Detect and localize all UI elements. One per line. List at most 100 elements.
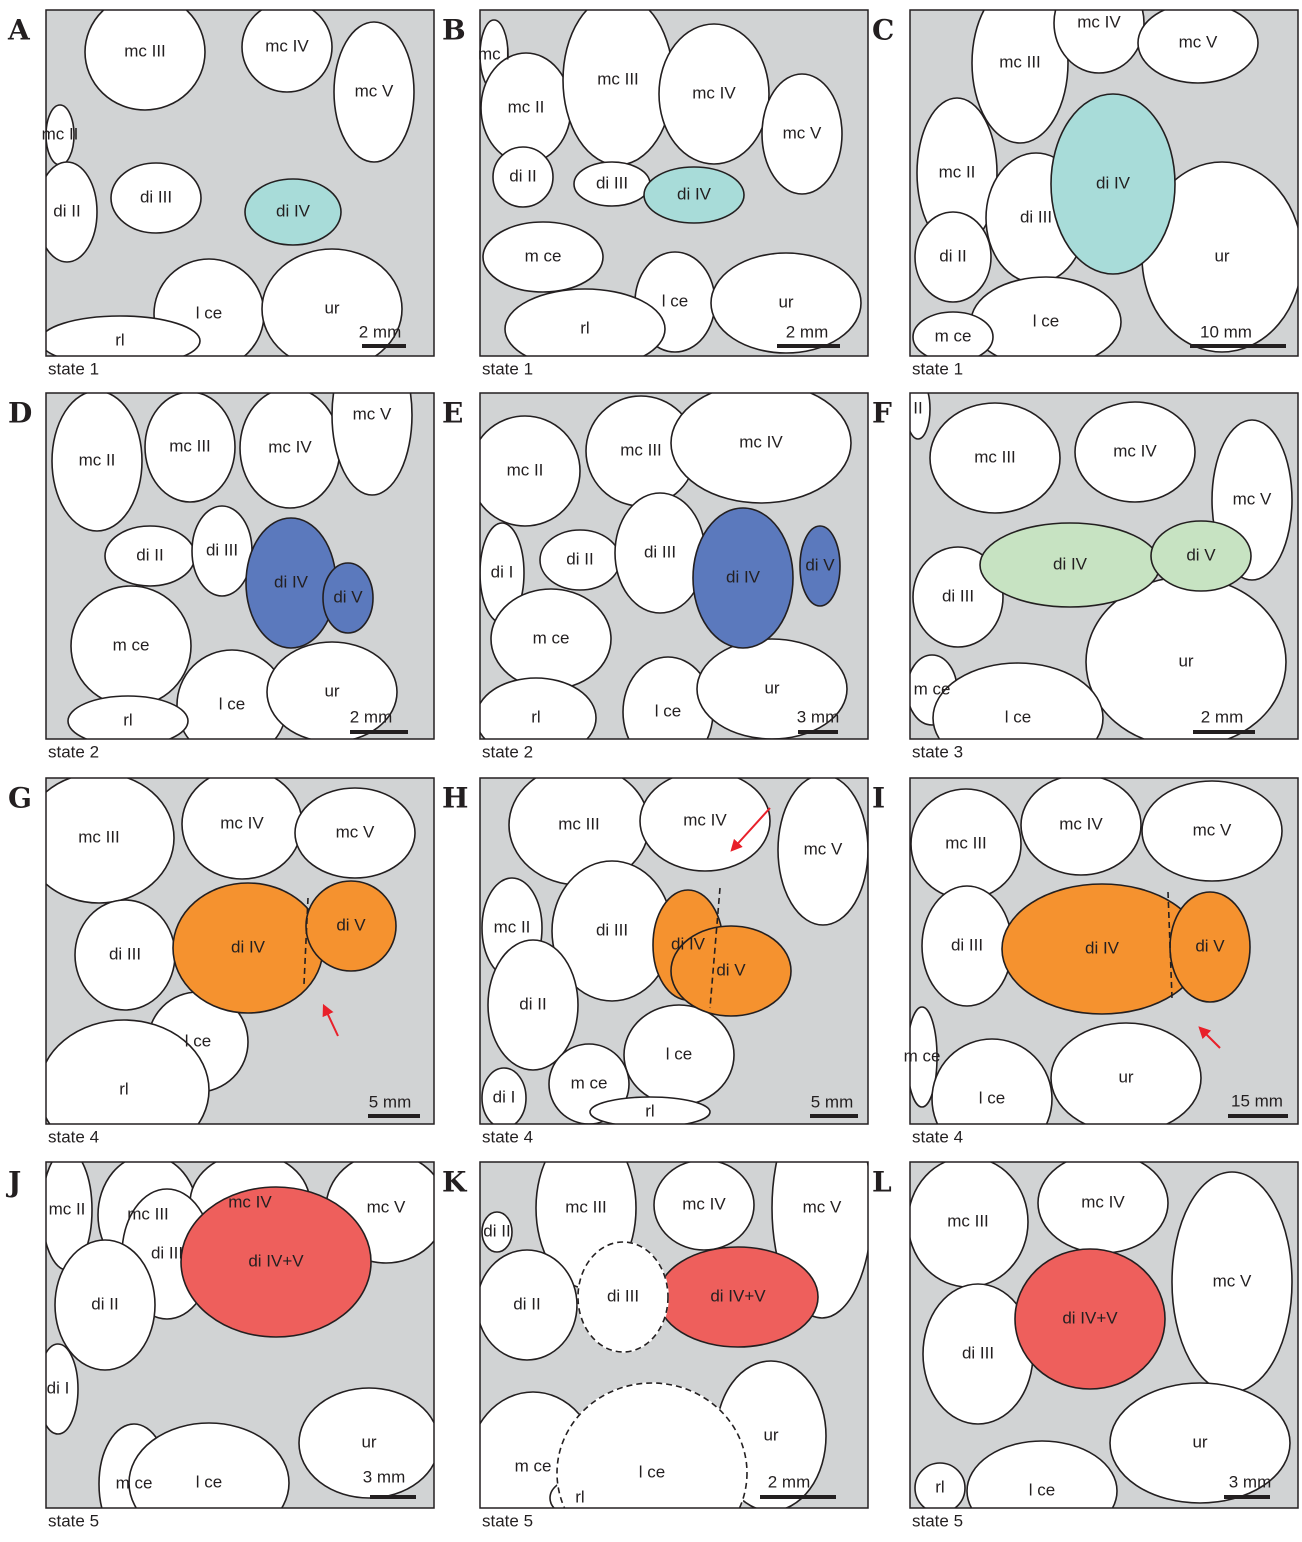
bone-label: mc IV bbox=[228, 1192, 272, 1211]
bone bbox=[46, 1343, 79, 1435]
scale-label: 2 mm bbox=[350, 707, 393, 726]
bone bbox=[480, 415, 581, 527]
panel-letter: I bbox=[872, 782, 885, 815]
bone bbox=[322, 562, 374, 634]
panel: mc III mc IV mc V mc II di II di III di IV l ce… bbox=[42, 9, 435, 357]
bone bbox=[929, 402, 1061, 514]
bone-label: di III bbox=[951, 935, 983, 954]
bone bbox=[1050, 93, 1176, 275]
bone-label: di I bbox=[491, 562, 514, 581]
panel-content bbox=[46, 778, 434, 1124]
panel: mc III mc IV mc V di III di IV+V ur l ce rl 3 mm bbox=[909, 1161, 1299, 1509]
bone-label: rl bbox=[115, 330, 124, 349]
bone bbox=[912, 311, 994, 356]
panel-content bbox=[46, 10, 434, 356]
bone-label: mc V bbox=[1233, 489, 1272, 508]
state-label: state 3 bbox=[912, 742, 963, 761]
bone bbox=[966, 1440, 1118, 1508]
scale-label: 5 mm bbox=[369, 1092, 412, 1111]
bone bbox=[487, 939, 579, 1071]
bone-label: di II bbox=[939, 246, 966, 265]
bone-label: mc III bbox=[597, 69, 639, 88]
bone-label: l ce bbox=[1029, 1480, 1055, 1499]
bone bbox=[710, 252, 862, 354]
bone bbox=[128, 1422, 290, 1508]
bone-label: rl bbox=[645, 1101, 654, 1120]
bone-label: mc IV bbox=[268, 437, 312, 456]
bone-label: di IV bbox=[671, 934, 706, 953]
state-label: state 2 bbox=[482, 742, 533, 761]
scale-label: 3 mm bbox=[797, 707, 840, 726]
bone-label: mc III bbox=[78, 827, 120, 846]
scale-label: 2 mm bbox=[768, 1472, 811, 1491]
bone-label: m ce bbox=[515, 1456, 552, 1475]
bone bbox=[670, 393, 852, 504]
panel-content bbox=[46, 1162, 434, 1508]
bone bbox=[971, 10, 1069, 144]
panel-letter: E bbox=[442, 397, 463, 430]
scale-label: 5 mm bbox=[811, 1092, 854, 1111]
bone bbox=[266, 641, 398, 739]
bone bbox=[1014, 1248, 1166, 1390]
bone-label: di V bbox=[333, 587, 363, 606]
bone-label: ur bbox=[1192, 1432, 1207, 1451]
bone-label: mc III bbox=[124, 41, 166, 60]
bone bbox=[84, 10, 206, 111]
bone bbox=[1074, 401, 1196, 503]
bone-label: di IV bbox=[677, 184, 712, 203]
panel-letter: K bbox=[442, 1166, 468, 1199]
bone bbox=[1050, 1022, 1202, 1124]
bone-label: m ce bbox=[914, 679, 951, 698]
bone-outline bbox=[556, 1382, 748, 1508]
bone bbox=[46, 1019, 210, 1124]
bone-label: mc II bbox=[939, 162, 976, 181]
bone bbox=[1150, 520, 1252, 592]
panel-border bbox=[909, 9, 1299, 357]
bone-label: mc V bbox=[783, 123, 822, 142]
bone-label: di IV+V bbox=[710, 1286, 766, 1305]
panel-letter: L bbox=[872, 1166, 892, 1199]
bone-label: mc V bbox=[355, 81, 394, 100]
bone-label: l ce bbox=[639, 1462, 665, 1481]
bone-label: di I bbox=[47, 1378, 70, 1397]
bone bbox=[480, 677, 597, 739]
bone-label: mc V bbox=[1193, 820, 1232, 839]
bone-label: di IV bbox=[1085, 938, 1120, 957]
bone-label: mc IV bbox=[265, 36, 309, 55]
bone bbox=[294, 787, 416, 879]
bone-label: di V bbox=[1195, 936, 1225, 955]
bone-label: di II bbox=[91, 1294, 118, 1313]
scale-label: 2 mm bbox=[1201, 707, 1244, 726]
state-label: state 1 bbox=[482, 359, 533, 378]
bone bbox=[481, 1067, 527, 1124]
bone bbox=[932, 662, 1104, 739]
state-label: state 2 bbox=[48, 742, 99, 761]
bone-label: mc V bbox=[367, 1197, 406, 1216]
bone-outline bbox=[577, 1241, 669, 1353]
bone-label: ur bbox=[1178, 651, 1193, 670]
bone-label: rl bbox=[531, 707, 540, 726]
bone-label: di III bbox=[140, 187, 172, 206]
panel: mc III mc IV mc V mc II di III di IV di V di II… bbox=[479, 777, 869, 1125]
bone-label: mc IV bbox=[1077, 12, 1121, 31]
panel: mc III mc IV mc V di III di IV di V l ce rl 5 mm bbox=[45, 777, 435, 1125]
bone-label: mc III bbox=[169, 436, 211, 455]
panel-border bbox=[909, 1161, 1299, 1509]
bone bbox=[110, 162, 202, 234]
state-label: state 5 bbox=[482, 1511, 533, 1530]
bone-label: di III bbox=[596, 173, 628, 192]
panel: mc I mc II mc III mc IV mc V di II di III di IV… bbox=[478, 9, 869, 357]
panel-letter: J bbox=[5, 1166, 21, 1199]
bone-label: l ce bbox=[196, 303, 222, 322]
bone-label: mc IV bbox=[1059, 814, 1103, 833]
bone-label: mc V bbox=[804, 839, 843, 858]
bone bbox=[481, 1211, 513, 1253]
bone-label: l ce bbox=[1033, 311, 1059, 330]
red-arrow bbox=[322, 1003, 339, 1037]
bone-label: di II bbox=[513, 1294, 540, 1313]
bone bbox=[910, 393, 931, 440]
panel-border bbox=[45, 392, 435, 740]
bone bbox=[589, 1096, 711, 1124]
bone-label: di IV+V bbox=[1062, 1308, 1118, 1327]
bone-label: di IV bbox=[274, 572, 309, 591]
